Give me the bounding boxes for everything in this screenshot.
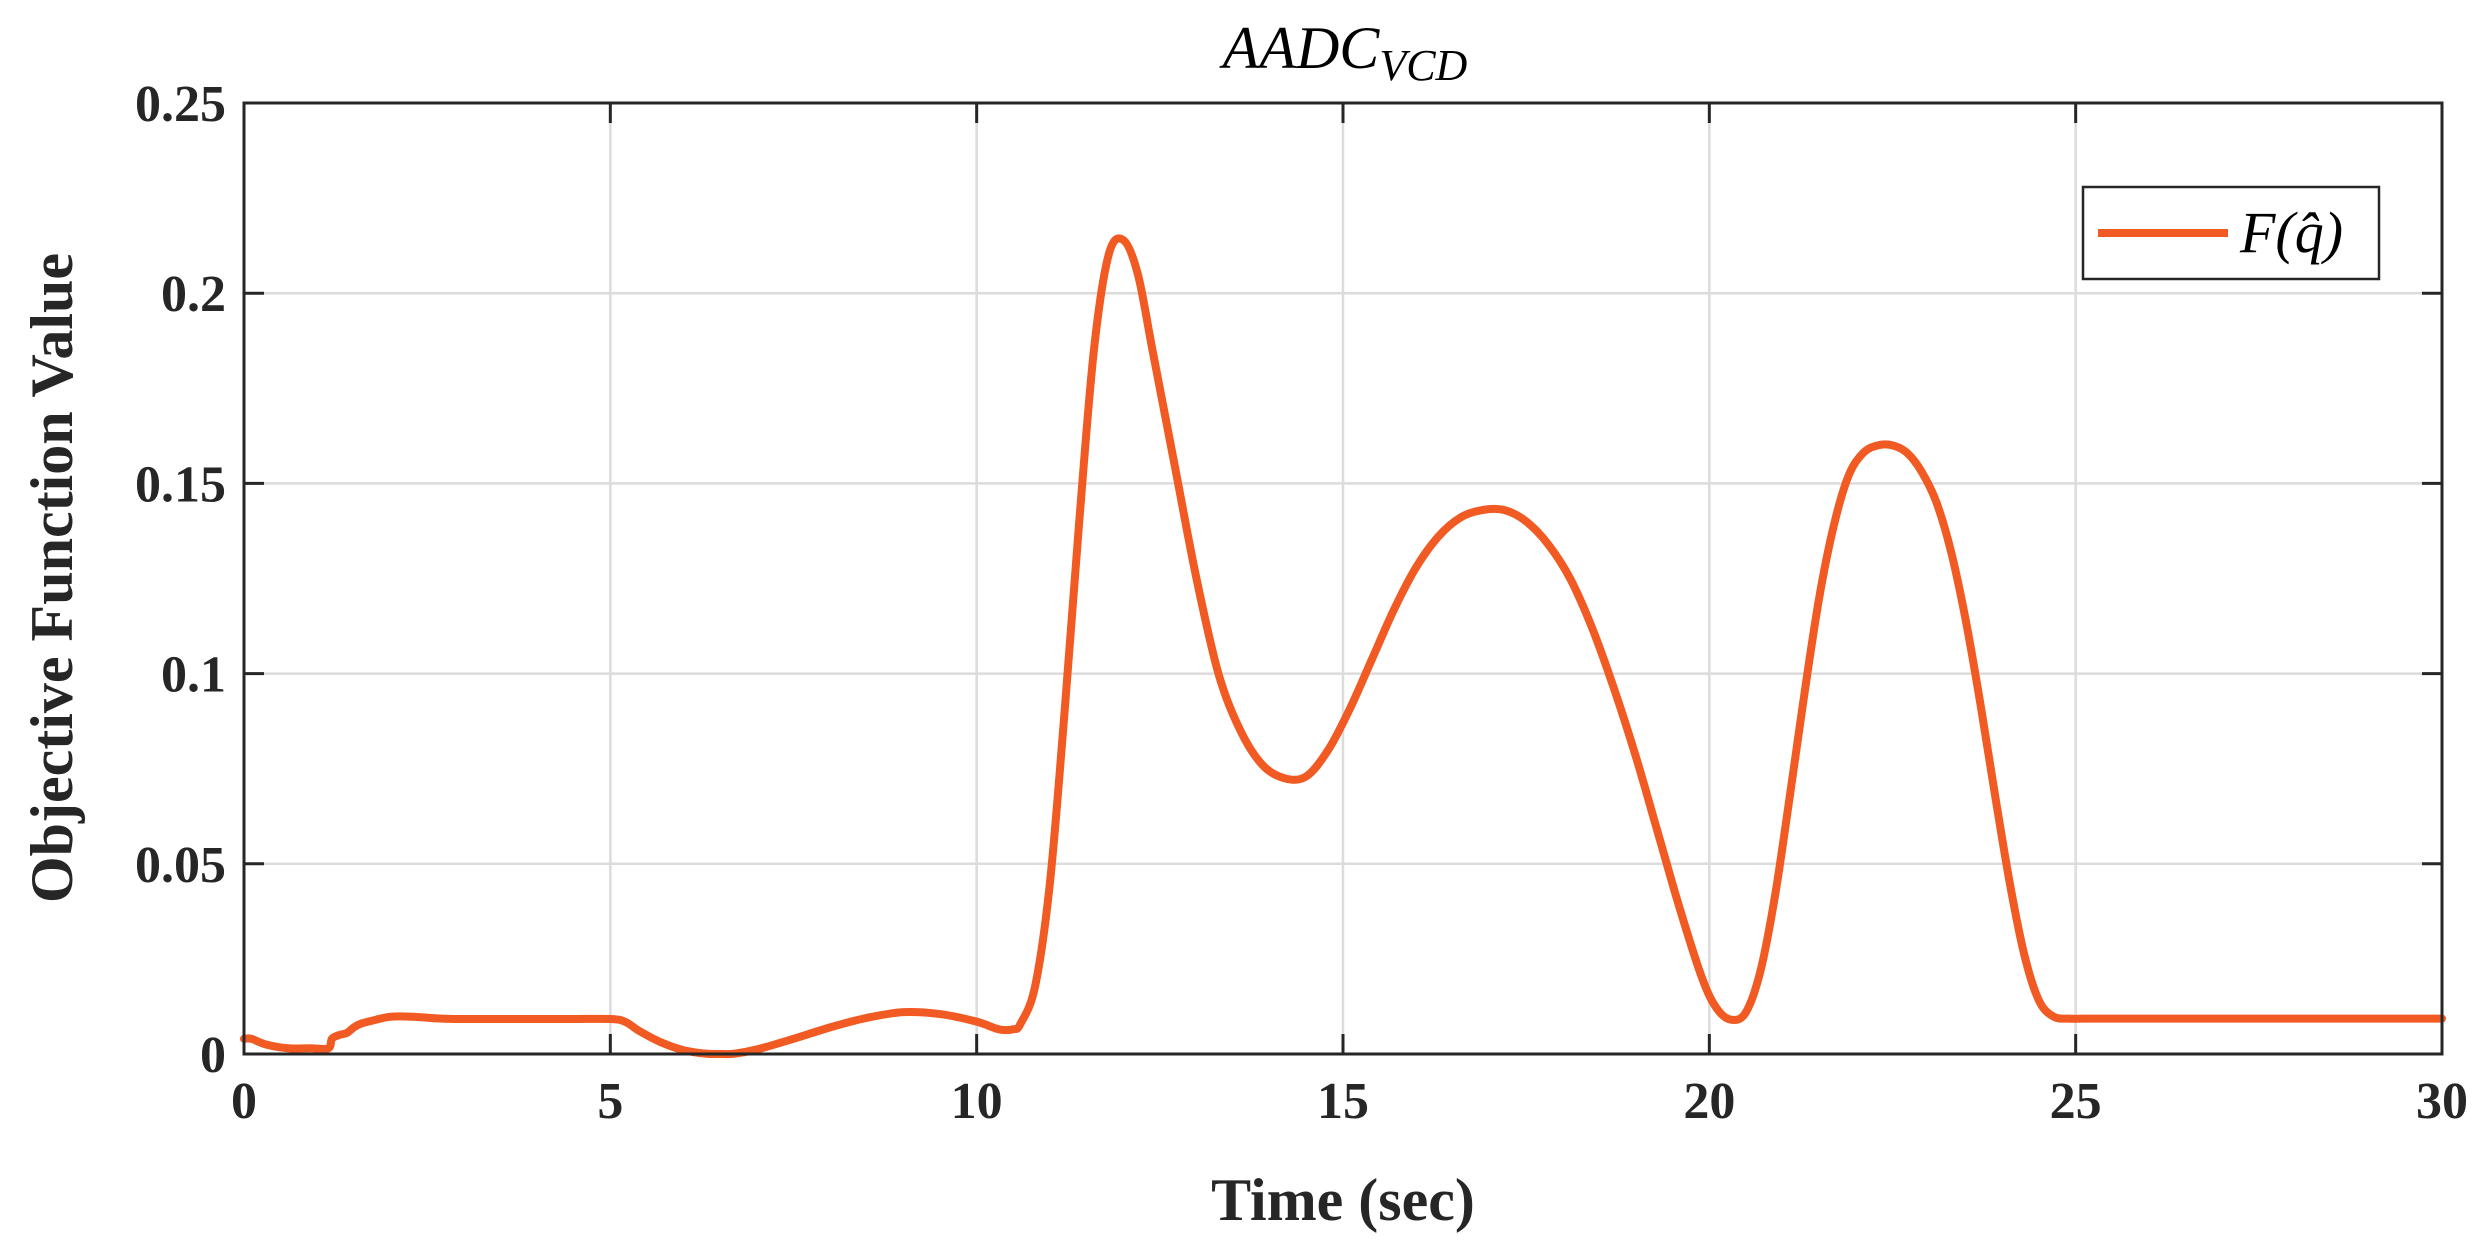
y-tick-label: 0 [200,1027,226,1084]
y-tick-label: 0.2 [161,266,226,323]
x-axis-label: Time (sec) [1211,1167,1475,1233]
x-tick-label: 15 [1317,1073,1369,1130]
y-tick-label: 0.15 [135,456,226,513]
tick-labels: 0 5 10 15 20 25 30 0 0.05 0.1 0.15 0.2 0.25 [135,76,2468,1130]
x-tick-label: 5 [597,1073,623,1130]
plot-frame [242,101,2444,1056]
chart-title-main: AADC [1219,15,1381,81]
grid [244,103,2442,1054]
y-tick-label: 0.05 [135,837,226,894]
chart-title-subscript: VCD [1379,41,1467,90]
x-tick-label: 10 [951,1073,1003,1130]
y-axis-label: Objective Function Value [19,253,85,903]
series [240,234,2446,1059]
x-tick-label: 30 [2416,1073,2468,1130]
y-tick-label: 0.1 [161,647,226,704]
series-line [240,234,2446,1059]
legend: F(q̂) [2081,185,2381,281]
chart-title: AADCVCD [1219,15,1468,90]
legend-entry-label: F(q̂) [2239,200,2343,265]
y-tick-label: 0.25 [135,76,226,133]
x-tick-label: 20 [1683,1073,1735,1130]
x-tick-label: 25 [2050,1073,2102,1130]
x-tick-label: 0 [231,1073,257,1130]
